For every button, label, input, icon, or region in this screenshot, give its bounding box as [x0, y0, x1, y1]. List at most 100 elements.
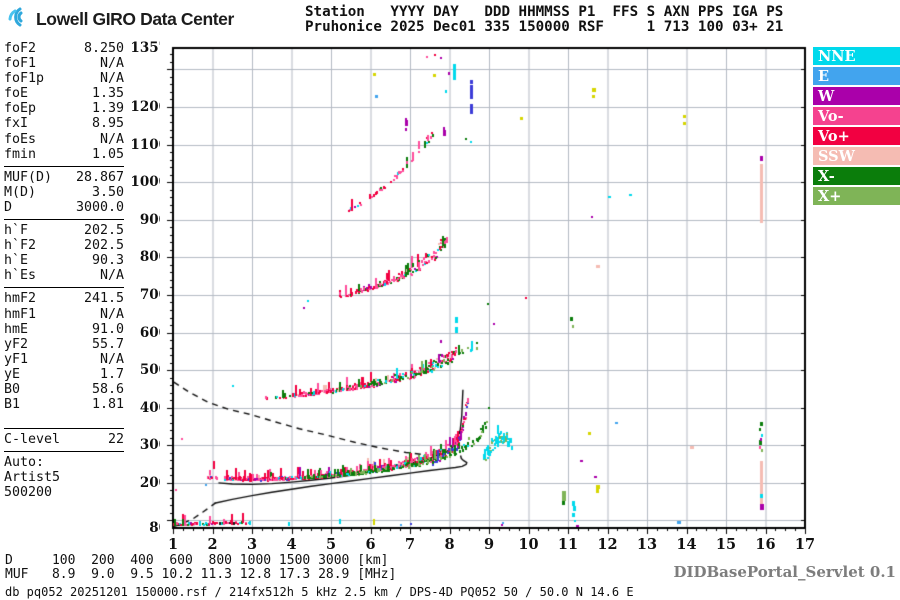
- distance-row: D 100 200 400 600 800 1000 1500 3000 [km…: [5, 553, 389, 568]
- parameter-row-foe: foE 1.35: [4, 86, 124, 101]
- status-line: db pq052 20251201 150000.rsf / 214fx512h…: [5, 585, 634, 599]
- x-tick-17: 17: [794, 536, 816, 553]
- x-tick-3: 3: [246, 536, 258, 553]
- legend-item-nne: NNE: [813, 47, 900, 65]
- parameter-value: 1.39: [91, 101, 124, 117]
- parameter-label: B0: [4, 381, 21, 397]
- parameter-value: 91.0: [91, 321, 124, 337]
- parameter-row-fxi: fxI 8.95: [4, 116, 124, 131]
- parameter-value: 1.7: [99, 366, 124, 382]
- parameter-sidebar: foF2 8.250 foF1 N/A foF1p N/A foE 1.35 foEp 1.39 f…: [4, 41, 124, 501]
- x-tick-10: 10: [518, 536, 539, 553]
- sidebar-divider: [4, 219, 124, 221]
- parameter-label: MUF(D): [4, 169, 53, 185]
- parameter-label: foEs: [4, 131, 37, 147]
- parameter-value: 241.5: [83, 291, 124, 307]
- legend-item-vo: Vo-: [813, 107, 900, 125]
- parameter-label: foE: [4, 86, 29, 102]
- parameter-label: h`E: [4, 253, 29, 269]
- station-header: Station YYYY DAY DDD HHMMSS P1 FFS S AXN…: [305, 5, 783, 35]
- sidebar-divider: [4, 428, 124, 430]
- parameter-row-md: M(D) 3.50: [4, 185, 124, 200]
- legend-item-x: X+: [813, 187, 900, 205]
- servlet-version-label: DIDBasePortal_Servlet 0.1: [673, 563, 896, 581]
- parameter-value: N/A: [99, 71, 124, 87]
- x-tick-12: 12: [597, 536, 618, 553]
- parameter-value: 55.7: [91, 336, 124, 352]
- autoscaling-info-line: Artist5: [4, 470, 61, 486]
- y-tick-1357: 1357: [130, 40, 168, 56]
- legend-item-vo: Vo+: [813, 127, 900, 145]
- parameter-value: N/A: [99, 351, 124, 367]
- parameter-row-hf2: h`F2 202.5: [4, 238, 124, 253]
- giro-wave-icon: [6, 5, 32, 33]
- parameter-label: h`F: [4, 223, 29, 239]
- parameter-row-hmf1: hmF1 N/A: [4, 307, 124, 322]
- parameter-label: yF2: [4, 336, 29, 352]
- parameter-label: yF1: [4, 351, 29, 367]
- parameter-row-fmin: fmin 1.05: [4, 147, 124, 162]
- parameter-row-fof1p: foF1p N/A: [4, 71, 124, 86]
- parameter-value: 22: [107, 432, 124, 448]
- parameter-row-yf2: yF2 55.7: [4, 337, 124, 352]
- parameter-label: B1: [4, 397, 21, 413]
- parameter-row-fof2: foF2 8.250: [4, 41, 124, 56]
- parameter-label: foF2: [4, 41, 37, 56]
- x-tick-5: 5: [325, 536, 337, 553]
- x-tick-9: 9: [483, 536, 495, 553]
- parameter-value: 1.81: [91, 397, 124, 413]
- parameter-value: 202.5: [83, 238, 124, 254]
- parameter-value: 28.867: [75, 169, 124, 185]
- parameter-row-foes: foEs N/A: [4, 132, 124, 147]
- x-tick-1: 1: [167, 536, 179, 553]
- parameter-value: 1.05: [91, 146, 124, 162]
- autoscaling-info-line: Auto:: [4, 455, 45, 471]
- parameter-label: h`Es: [4, 268, 37, 284]
- direction-legend: NNE E W Vo- Vo+ SSW X- X+: [813, 47, 900, 207]
- parameter-row-hf: h`F 202.5: [4, 223, 124, 238]
- parameter-value: 58.6: [91, 381, 124, 397]
- parameter-label: M(D): [4, 184, 37, 200]
- x-tick-2: 2: [207, 536, 218, 553]
- x-tick-13: 13: [636, 536, 658, 553]
- parameter-row-d: D 3000.0: [4, 200, 124, 215]
- parameter-row-he: h`E 90.3: [4, 253, 124, 268]
- parameter-row-b0: B0 58.6: [4, 382, 124, 397]
- parameter-value: N/A: [99, 268, 124, 284]
- y-tick-1200: 1200: [130, 99, 168, 115]
- parameter-value: 90.3: [91, 253, 124, 269]
- x-tick-8: 8: [444, 536, 455, 553]
- parameter-value: 3.50: [91, 184, 124, 200]
- x-tick-15: 15: [715, 536, 737, 553]
- giro-logo: Lowell GIRO Data Center: [6, 5, 234, 33]
- legend-item-e: E: [813, 67, 900, 85]
- ionogram-plot: [160, 40, 816, 540]
- x-tick-16: 16: [755, 536, 776, 553]
- parameter-value: N/A: [99, 131, 124, 147]
- parameter-value: 3000.0: [75, 199, 124, 215]
- parameter-label: fxI: [4, 116, 29, 132]
- parameter-row-ye: yE 1.7: [4, 367, 124, 382]
- parameter-row-foep: foEp 1.39: [4, 101, 124, 116]
- y-tick-1100: 1100: [130, 136, 168, 153]
- x-tick-6: 6: [365, 536, 376, 553]
- parameter-row-clevel: C-level 22: [4, 432, 124, 447]
- parameter-row-fof1: foF1 N/A: [4, 56, 124, 71]
- parameter-value: 8.250: [83, 41, 124, 56]
- legend-item-ssw: SSW: [813, 147, 900, 165]
- parameter-row-hes: h`Es N/A: [4, 268, 124, 283]
- parameter-label: foF1p: [4, 71, 45, 87]
- parameter-row-mufd: MUF(D) 28.867: [4, 170, 124, 185]
- parameter-value: 1.35: [91, 86, 124, 102]
- x-tick-14: 14: [676, 536, 697, 553]
- parameter-value: N/A: [99, 306, 124, 322]
- legend-item-x: X-: [813, 167, 900, 185]
- muf-row: MUF 8.9 9.0 9.5 10.2 11.3 12.8 17.3 28.9…: [5, 567, 397, 582]
- station-header-columns: Station YYYY DAY DDD HHMMSS P1 FFS S AXN…: [305, 4, 784, 20]
- parameter-label: D: [4, 199, 13, 215]
- parameter-label: hmE: [4, 321, 29, 337]
- y-tick-1000: 1000: [130, 174, 168, 191]
- autoscaling-info-line: 500200: [4, 485, 53, 501]
- parameter-label: C-level: [4, 432, 61, 448]
